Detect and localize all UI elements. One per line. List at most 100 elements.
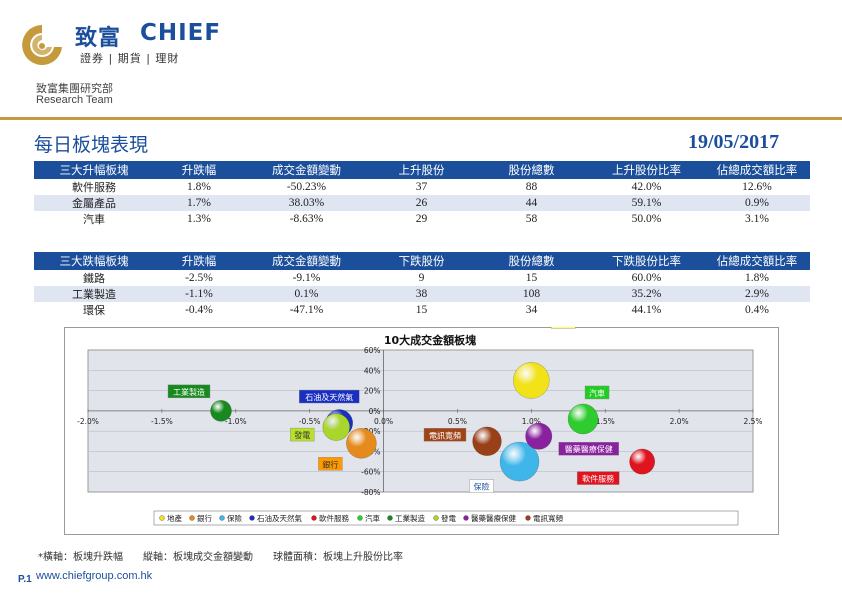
table-cell: 9 xyxy=(418,272,425,284)
x-tick-label: 0.0% xyxy=(374,417,393,426)
data-label-box xyxy=(318,457,343,471)
bubble-8[interactable] xyxy=(525,422,553,450)
table-cell: 環保 xyxy=(83,304,105,317)
table-cell: 34 xyxy=(525,304,538,316)
table-cell: 工業製造 xyxy=(34,286,154,302)
data-label: 石油及天然氣 xyxy=(305,392,353,402)
table-cell: 2.9% xyxy=(704,286,810,302)
legend-marker xyxy=(311,515,317,521)
column-header: 佔總成交額比率 xyxy=(704,252,810,270)
table-row: 金屬產品 1.7% 38.03% 26 44 59.1% 0.9% xyxy=(34,195,810,211)
table-cell: 58 xyxy=(525,213,538,225)
legend-entry: 發電 xyxy=(441,514,456,523)
legend-marker xyxy=(189,515,195,521)
legend-marker xyxy=(249,515,255,521)
data-label: 發電 xyxy=(294,431,310,440)
data-label: 軟件服務 xyxy=(582,474,614,484)
table-cell: 59.1% xyxy=(589,195,704,211)
table-cell: -2.5% xyxy=(185,272,213,284)
top-losers-table: 三大跌幅板塊 升跌幅 成交金額變動 下跌股份 股份總數 下跌股份比率 佔總成交額… xyxy=(34,252,810,318)
legend-marker xyxy=(433,515,439,521)
legend-marker xyxy=(357,515,363,521)
bubble-4[interactable] xyxy=(629,448,656,475)
table-cell: 1.3% xyxy=(187,213,211,225)
legend-entry: 醫藥醫療保健 xyxy=(471,513,516,523)
data-label-box xyxy=(551,327,576,329)
legend-marker xyxy=(219,515,225,521)
table-cell: 鐵路 xyxy=(83,272,105,285)
data-label-box xyxy=(423,428,467,442)
data-label: 汽車 xyxy=(589,388,605,398)
x-tick-label: 2.0% xyxy=(670,417,689,426)
data-label-box xyxy=(558,442,619,456)
table-cell: 金屬產品 xyxy=(34,195,154,211)
bubble-9[interactable] xyxy=(472,426,502,456)
table-cell: 1.8% xyxy=(745,272,769,284)
column-header: 升跌幅 xyxy=(154,161,244,179)
bubble-7[interactable] xyxy=(322,413,351,441)
table-cell: 44.1% xyxy=(631,304,662,316)
y-tick-label: 40% xyxy=(364,366,381,375)
data-label-box xyxy=(584,385,610,400)
data-label: 保險 xyxy=(474,482,490,492)
legend-marker xyxy=(387,515,393,521)
bubble-6[interactable] xyxy=(210,400,232,422)
report-date: 19/05/2017 xyxy=(688,131,780,153)
y-tick-label: 60% xyxy=(364,346,381,355)
column-header: 佔總成交額比率 xyxy=(704,161,810,179)
x-tick-label: 2.5% xyxy=(743,417,762,426)
table-cell: 88 xyxy=(525,181,538,193)
y-tick-label: -20% xyxy=(361,427,380,436)
logo-chinese-text: 致富 xyxy=(75,26,122,51)
table-cell: 1.7% xyxy=(154,195,244,211)
bubble-chart: 10大成交金額板塊 60%40%20%0%-20%-40%-60%-80%-2.… xyxy=(77,327,763,526)
table-cell: 44 xyxy=(474,195,589,211)
data-label-box xyxy=(469,479,494,493)
table-row: 軟件服務 1.8% -50.23% 37 88 42.0% 12.6% xyxy=(34,179,810,195)
column-header: 上升股份 xyxy=(369,161,474,179)
y-tick-label: 20% xyxy=(364,387,381,396)
legend-box xyxy=(153,510,739,526)
table-header-row: 三大升幅板塊 升跌幅 成交金額變動 上升股份 股份總數 上升股份比率 佔總成交額… xyxy=(34,161,810,179)
data-label-box xyxy=(290,427,315,442)
department-english: Research Team xyxy=(36,94,113,106)
column-header: 上升股份比率 xyxy=(589,161,704,179)
bubble-1[interactable] xyxy=(346,428,377,459)
legend-entry: 汽車 xyxy=(365,513,380,523)
table-row: 工業製造 -1.1% 0.1% 38 108 35.2% 2.9% xyxy=(34,286,810,302)
table-row: 鐵路 -2.5% -9.1% 9 15 60.0% 1.8% xyxy=(34,270,810,286)
page-number: P.1 xyxy=(18,574,32,585)
table-cell: -9.1% xyxy=(292,272,321,284)
bubble-2[interactable] xyxy=(499,441,540,482)
bubble-0[interactable] xyxy=(513,362,550,399)
column-header: 股份總數 xyxy=(474,161,589,179)
legend-entry: 軟件服務 xyxy=(319,513,349,523)
data-label-box xyxy=(299,389,360,404)
table-cell: -8.63% xyxy=(289,213,324,225)
table-cell: 29 xyxy=(415,213,428,225)
x-tick-label: 1.0% xyxy=(522,417,541,426)
table-cell: 軟件服務 xyxy=(72,181,116,194)
table-cell: 38.03% xyxy=(244,195,369,211)
website-link[interactable]: www.chiefgroup.com.hk xyxy=(36,570,153,582)
table-cell: 15 xyxy=(525,272,538,284)
table-cell: -0.4% xyxy=(185,304,213,316)
table-row: 環保 -0.4% -47.1% 15 34 44.1% 0.4% xyxy=(34,302,810,318)
table-cell: 50.0% xyxy=(631,213,662,225)
table-cell: 37 xyxy=(415,181,428,193)
data-label-box xyxy=(576,471,620,485)
column-header: 股份總數 xyxy=(474,252,589,270)
legend-marker xyxy=(525,515,531,521)
plot-area xyxy=(87,349,754,493)
table-cell: 42.0% xyxy=(631,181,662,193)
x-tick-label: -1.0% xyxy=(225,417,247,426)
department-chinese: 致富集團研究部 xyxy=(36,82,113,95)
table-cell: 35.2% xyxy=(589,286,704,302)
legend-entry: 工業製造 xyxy=(395,513,425,523)
table-cell: -1.1% xyxy=(154,286,244,302)
bubble-5[interactable] xyxy=(567,403,599,435)
page-title: 每日板塊表現 xyxy=(34,134,149,156)
table-row: 汽車 1.3% -8.63% 29 58 50.0% 3.1% xyxy=(34,211,810,227)
chief-logo-icon xyxy=(22,25,62,65)
table-cell: 0.4% xyxy=(745,304,769,316)
